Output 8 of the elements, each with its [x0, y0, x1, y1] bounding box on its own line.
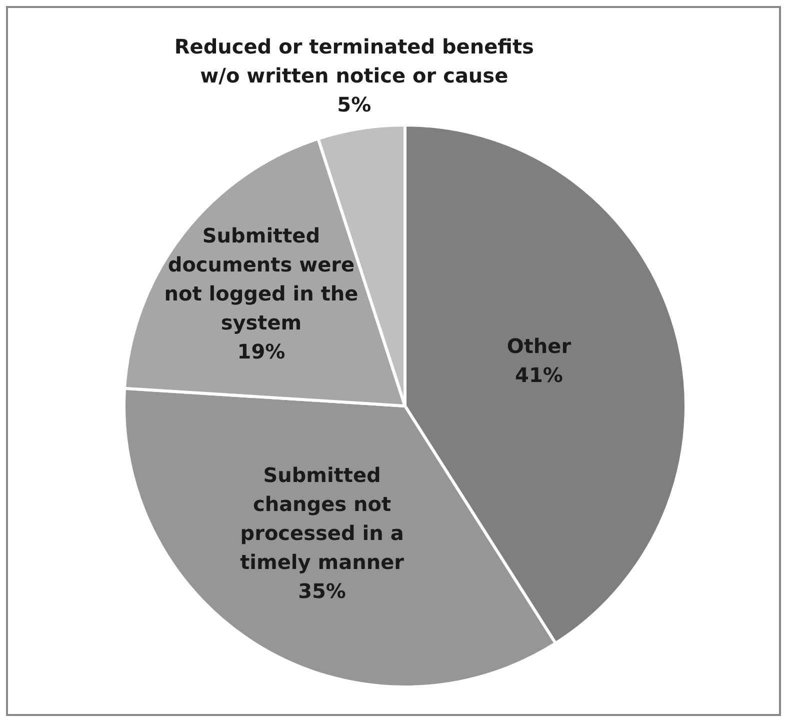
- slice-label: Submitted documents were not logged in the system: [164, 223, 358, 334]
- slice-label: Other: [506, 334, 572, 358]
- slice-label: Submitted changes not processed in a timely manner: [240, 462, 404, 574]
- data-label: 41%: [515, 363, 563, 388]
- slice-label: Reduced or terminated benefits w/o written notice or cause: [174, 34, 534, 88]
- data-label: 19%: [237, 339, 286, 364]
- data-label: 5%: [337, 92, 372, 117]
- data-label: 35%: [298, 578, 346, 603]
